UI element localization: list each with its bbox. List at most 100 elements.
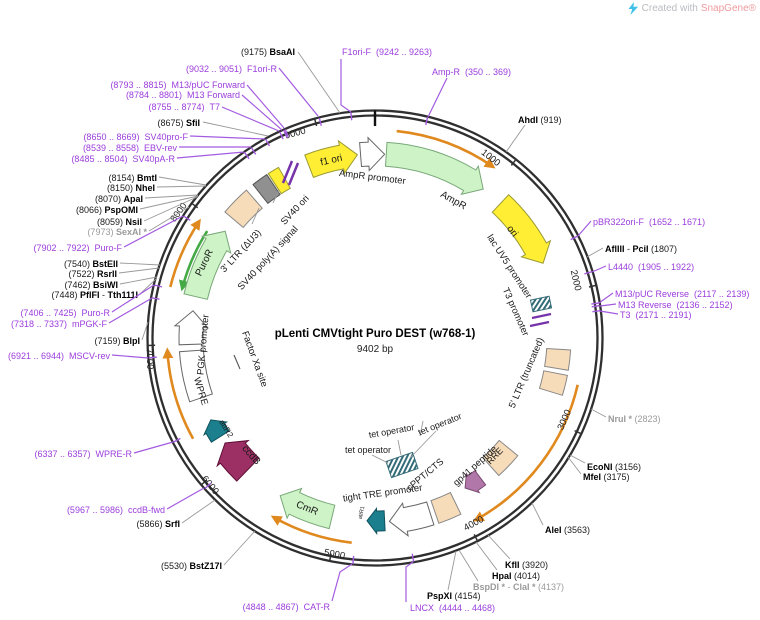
- site-connector-44: [577, 220, 592, 237]
- site-label-28: (5530) BstZ17I: [161, 561, 222, 571]
- tet-operator-box: [385, 451, 419, 479]
- site-label-42: L4440 (1905 .. 1922): [608, 262, 694, 272]
- site-connector-33: [475, 541, 498, 571]
- feature-label-tet-operator: tet operator: [368, 422, 415, 440]
- site-label-7: (8650 .. 8669) SV40pro-F: [83, 132, 188, 142]
- site-label-9: (8485 .. 8504) SV40pA-R: [71, 154, 175, 164]
- primer-tick-0: [425, 117, 429, 126]
- site-label-45: AhdI (919): [518, 115, 562, 125]
- primer-tick-8: [204, 482, 212, 489]
- site-connector-35: [531, 502, 544, 526]
- site-label-10: (8154) BmtI: [108, 173, 157, 183]
- site-connector-7: [189, 135, 266, 140]
- site-connector-11: [156, 185, 207, 188]
- mark-line-7: [531, 312, 552, 320]
- feature-wpre: [178, 349, 214, 403]
- site-connector-22: [108, 297, 153, 324]
- scale-label-3000: 3000: [555, 408, 574, 432]
- feature-label-5-ltr-truncated-: 5' LTR (truncated): [507, 336, 547, 410]
- feature-label-tight-tre-promoter: tight TRE promoter: [342, 483, 423, 505]
- site-connector-37: [569, 454, 586, 464]
- plasmid-title: pLenti CMVtight Puro DEST (w768-1): [275, 328, 476, 340]
- scale-tick-2000: [588, 284, 597, 288]
- site-connector-14: [143, 196, 198, 222]
- watermark: Created with SnapGene®: [628, 2, 756, 15]
- orf-arc-5: [178, 230, 209, 292]
- scale-tick-6000: [200, 479, 208, 486]
- site-connector-15: [148, 206, 190, 232]
- site-label-29: (4848 .. 4867) CAT-R: [243, 602, 331, 612]
- site-label-41: M13/pUC Reverse (2117 .. 2139): [615, 289, 749, 299]
- site-connector-18: [118, 267, 160, 274]
- site-connector-29: [331, 563, 353, 602]
- site-connector-17: [119, 262, 161, 266]
- extra-marks-layer: [233, 160, 553, 479]
- feature-sv40-ori: [267, 166, 291, 195]
- mark-line-1: [409, 430, 437, 459]
- site-label-23: (7159) BlpI: [94, 336, 140, 346]
- primer-tick-15: [250, 147, 257, 155]
- site-label-20: (7448) PflFI - Tth111I: [51, 290, 138, 300]
- site-label-15: (7973) SexAI *: [87, 227, 147, 237]
- primer-tick-9: [172, 437, 181, 443]
- site-connector-31: [447, 550, 457, 591]
- site-connector-32: [458, 549, 479, 582]
- site-label-8: (8539 .. 8558) EBV-rev: [83, 143, 178, 153]
- site-connector-40: [599, 303, 617, 307]
- scale-tick-9000: [313, 118, 318, 127]
- site-connector-20: [139, 278, 157, 295]
- site-connector-26: [166, 487, 205, 510]
- site-label-26: (5967 .. 5986) ccdB-fwd: [67, 505, 165, 515]
- site-label-30: LNCX (4444 .. 4468): [410, 603, 495, 613]
- site-label-5: (8755 .. 8774) T7: [148, 102, 220, 112]
- site-connector-1: [297, 51, 341, 114]
- scale-tick-8000: [191, 202, 199, 209]
- primer-ticks-layer: [148, 112, 601, 564]
- feature-label-ampr-promoter: AmpR promoter: [338, 168, 406, 187]
- primer-tick-4: [591, 304, 600, 308]
- site-label-14: (8059) NsiI: [97, 217, 142, 227]
- site-label-40: M13 Reverse (2136 .. 2152): [618, 300, 733, 310]
- t3-promoter-box-rect: [529, 295, 553, 313]
- feature-label-sv40-ori: SV40 ori: [279, 193, 312, 227]
- site-label-13: (8066) PspOMI: [76, 205, 138, 215]
- feature-f1-ori: [304, 139, 359, 179]
- site-label-1: (9175) BsaAI: [241, 47, 295, 57]
- site-label-11: (8150) NheI: [107, 183, 155, 193]
- primer-tick-21: [350, 112, 353, 121]
- mark-line-2: [371, 454, 389, 464]
- site-connector-41: [598, 292, 614, 304]
- site-labels-layer: F1ori-F (9242 .. 9263) (9175) BsaAI (9032 …: [8, 47, 749, 613]
- site-connector-19: [119, 276, 158, 285]
- orf-arc-3: [162, 347, 195, 440]
- site-connector-2: [278, 67, 319, 117]
- site-label-6: (8675) SfiI: [157, 118, 200, 128]
- site-connector-27: [181, 499, 216, 524]
- site-connector-36: [567, 456, 582, 475]
- site-label-36: MfeI (3175): [583, 472, 630, 482]
- feature-label-sv40-poly-a-signal: SV40 poly(A) signal: [236, 224, 301, 293]
- primer-tick-2: [584, 270, 593, 275]
- mark-line-4: [233, 354, 241, 370]
- feature-tight-tre-promoter: [388, 501, 435, 537]
- mark-line-0: [397, 439, 402, 456]
- snapgene-bolt-icon: [628, 2, 638, 15]
- site-connector-39: [599, 310, 619, 315]
- site-connector-30: [405, 561, 414, 602]
- primer-tick-5: [592, 310, 601, 313]
- site-connector-10: [158, 176, 207, 186]
- site-connector-34: [487, 534, 511, 560]
- site-connector-25: [133, 441, 174, 454]
- feature-label-f1-ori: f1 ori: [319, 153, 343, 169]
- site-label-0: F1ori-F (9242 .. 9263): [342, 47, 432, 57]
- mark-line-6: [251, 207, 260, 225]
- site-connector-4: [241, 94, 283, 131]
- primer-tick-18: [283, 129, 288, 138]
- site-label-12: (8070) ApaI: [95, 194, 143, 204]
- primer-tick-13: [183, 215, 191, 221]
- site-label-4: (8784 .. 8801) M13 Forward: [126, 90, 240, 100]
- feature-cmr: [279, 487, 336, 530]
- mark-line-8: [529, 320, 550, 328]
- feature-label-factor-xa-site: Factor Xa site: [239, 330, 269, 389]
